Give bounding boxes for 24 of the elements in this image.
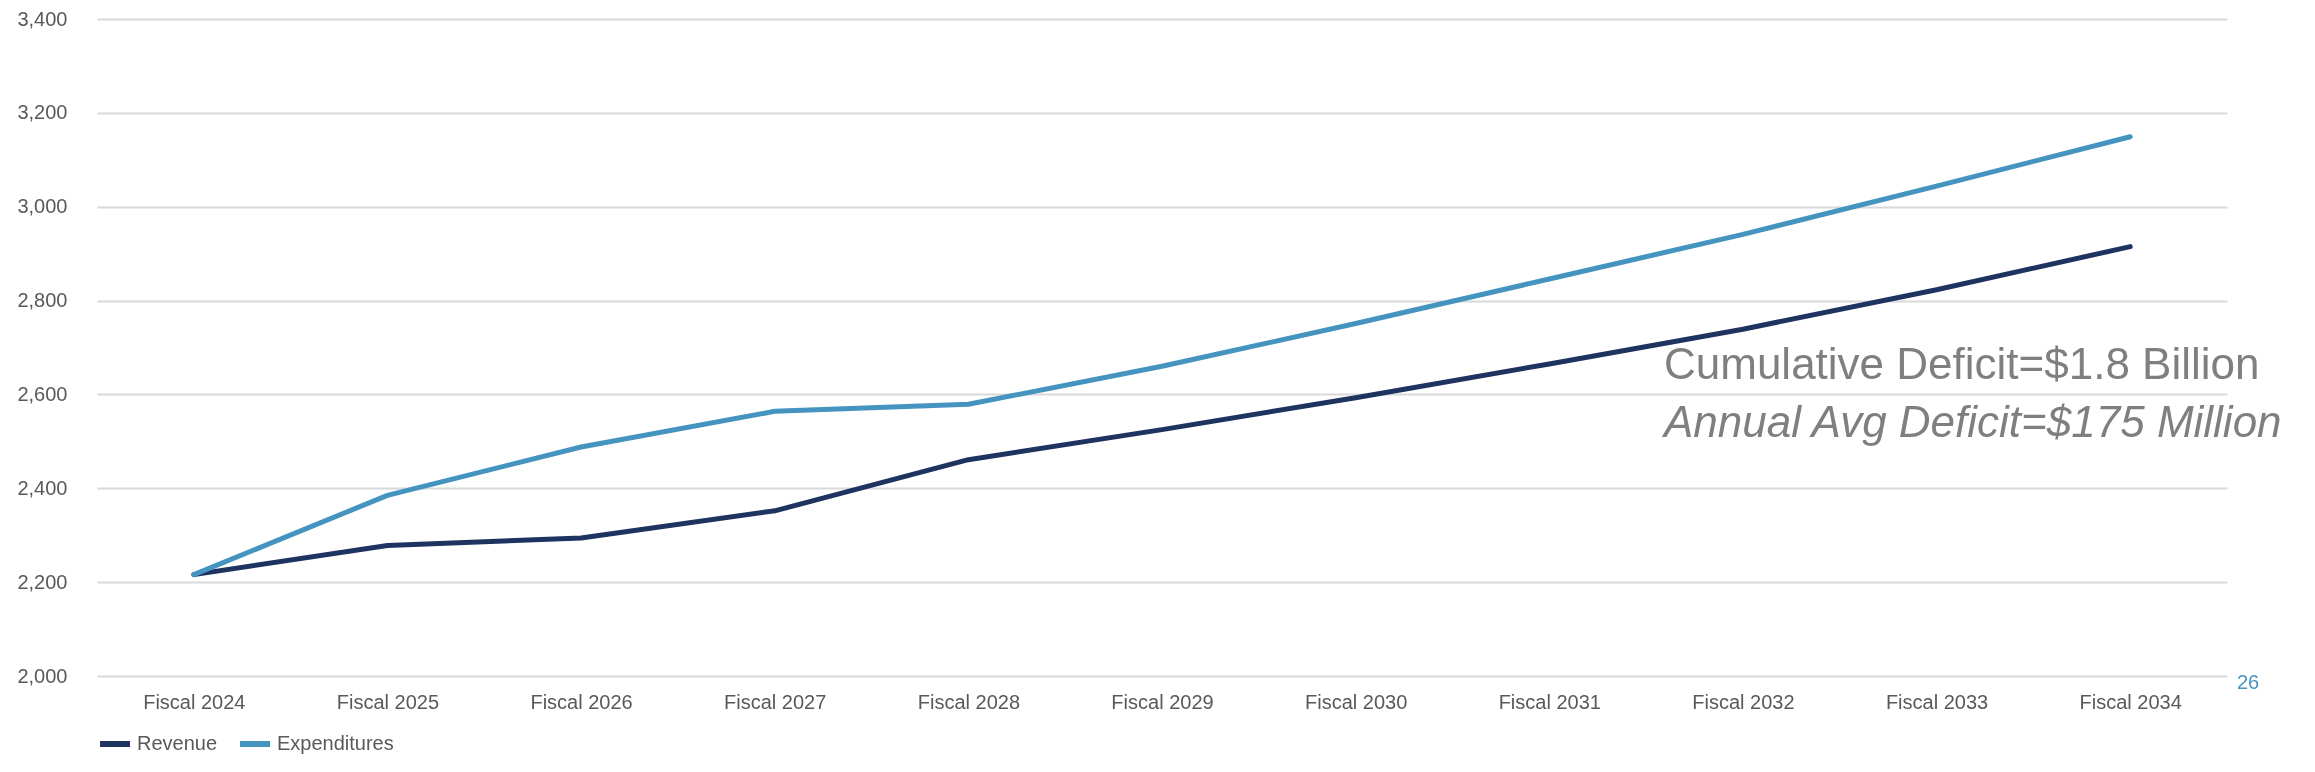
legend-label: Expenditures [277, 732, 394, 754]
x-tick-label: Fiscal 2025 [336, 690, 440, 713]
y-tick-label: 2,800 [17, 289, 68, 312]
text: 26 [2236, 671, 2260, 693]
x-tick-label: Fiscal 2031 [1498, 690, 1601, 713]
x-tick-label: Fiscal 2032 [1692, 690, 1795, 713]
x-tick-label: Fiscal 2033 [1885, 690, 1989, 713]
x-tick-label: Fiscal 2028 [917, 690, 1020, 713]
y-tick-label: 2,200 [17, 570, 68, 593]
x-tick-label: Fiscal 2027 [724, 690, 827, 713]
y-tick-label: 2,000 [17, 664, 68, 687]
x-tick-label: Fiscal 2026 [530, 690, 633, 713]
y-tick-label: 3,000 [17, 195, 68, 218]
x-tick-label: Fiscal 2029 [1111, 690, 1214, 713]
annotation: Annual Avg Deficit=$175 Million [1661, 397, 2282, 446]
y-tick-label: 2,400 [17, 476, 68, 499]
y-tick-label: 3,400 [17, 7, 68, 30]
x-tick-label: Fiscal 2024 [143, 690, 246, 713]
x-tick-label: Fiscal 2034 [2079, 690, 2182, 713]
x-tick-label: Fiscal 2030 [1305, 690, 1408, 713]
annotation: Cumulative Deficit=$1.8 Billion [1664, 339, 2260, 388]
y-tick-label: 2,600 [17, 382, 68, 405]
y-tick-label: 3,200 [17, 101, 68, 124]
legend-label: Revenue [137, 732, 218, 754]
